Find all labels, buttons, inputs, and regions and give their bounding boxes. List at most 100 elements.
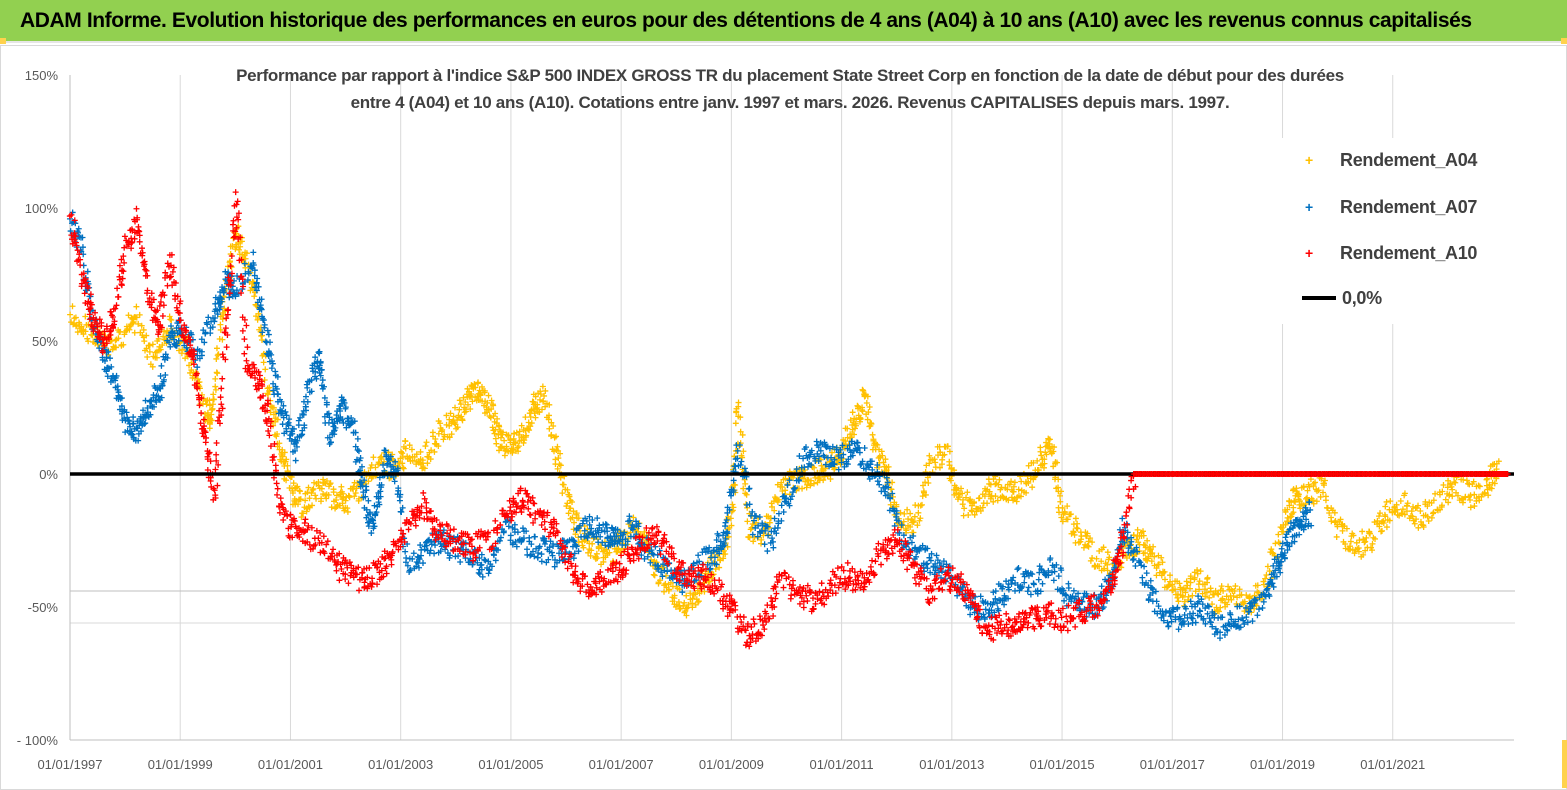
data-point [790,474,797,481]
data-point [1104,567,1111,574]
data-point [472,384,479,391]
data-point [136,238,143,245]
data-point [352,489,359,496]
data-point [910,519,917,526]
data-point [416,564,423,571]
data-point [1347,538,1354,545]
data-point [501,452,508,459]
data-point [454,424,461,431]
data-point [206,425,213,432]
data-point [121,329,128,336]
data-point [82,313,89,320]
data-point [293,484,300,491]
data-point [164,327,171,334]
data-point [162,372,169,379]
data-point [188,367,195,373]
data-point [1141,563,1148,570]
data-point [1043,439,1050,446]
data-point [515,448,522,455]
data-point [744,518,751,525]
data-point [304,489,311,496]
data-point [1428,514,1435,521]
data-point [557,450,564,457]
data-point [1055,573,1062,580]
data-point [194,364,201,371]
data-point [330,546,337,553]
data-point [211,318,218,325]
data-point [376,460,383,467]
data-point [735,413,742,420]
data-point [219,336,226,343]
data-point [244,344,251,351]
data-point [532,393,539,400]
data-point [158,362,165,369]
data-point [312,492,319,499]
data-point [330,486,337,493]
data-point [1030,459,1037,466]
data-point [853,422,860,429]
data-point [419,457,426,464]
data-point [603,546,610,553]
y-tick-label: -50% [28,600,59,615]
data-point [268,417,275,424]
data-point [747,526,754,533]
data-point [305,484,312,491]
data-point [1291,497,1298,504]
data-point [419,560,426,567]
data-point [737,428,744,435]
data-point [1051,444,1058,451]
data-point [318,495,325,502]
data-point [492,557,499,564]
data-point [485,570,492,577]
data-point [779,484,786,491]
data-point [527,552,534,559]
data-point [563,503,570,510]
data-point [672,603,679,610]
data-point [399,460,406,467]
data-point [498,444,505,451]
data-point [242,255,249,262]
data-point [600,548,607,555]
data-point [149,363,156,370]
data-point [368,461,375,468]
data-point [570,508,577,515]
data-point [666,586,673,593]
data-point [915,509,922,516]
data-point [856,416,863,423]
data-point [206,402,213,409]
data-point [72,314,79,321]
data-point [317,358,324,365]
data-point [303,508,310,515]
data-point [120,341,127,348]
data-point [428,447,435,454]
data-point [207,415,214,422]
data-point [254,316,261,323]
data-point [1050,577,1057,584]
data-point [680,603,687,610]
data-point [725,533,732,540]
data-point [559,490,566,497]
data-point [716,577,723,584]
data-point [456,406,463,413]
data-point [907,510,914,517]
data-point [683,592,690,599]
data-point [1027,591,1034,598]
data-point [1029,484,1036,491]
data-point [751,620,758,627]
data-point [907,523,914,530]
data-point [766,519,773,526]
data-point [399,453,406,460]
x-tick-label: 01/01/2011 [810,757,874,772]
data-point [478,383,485,390]
data-point [1023,489,1030,496]
x-tick-label: 01/01/2005 [478,757,543,772]
data-point [77,262,84,269]
data-point [1074,520,1081,527]
data-point [381,458,388,465]
data-point [743,491,750,498]
data-point [269,457,276,464]
data-point [1014,566,1021,573]
data-point [863,399,870,406]
data-point [1003,496,1010,503]
data-point [437,420,444,427]
